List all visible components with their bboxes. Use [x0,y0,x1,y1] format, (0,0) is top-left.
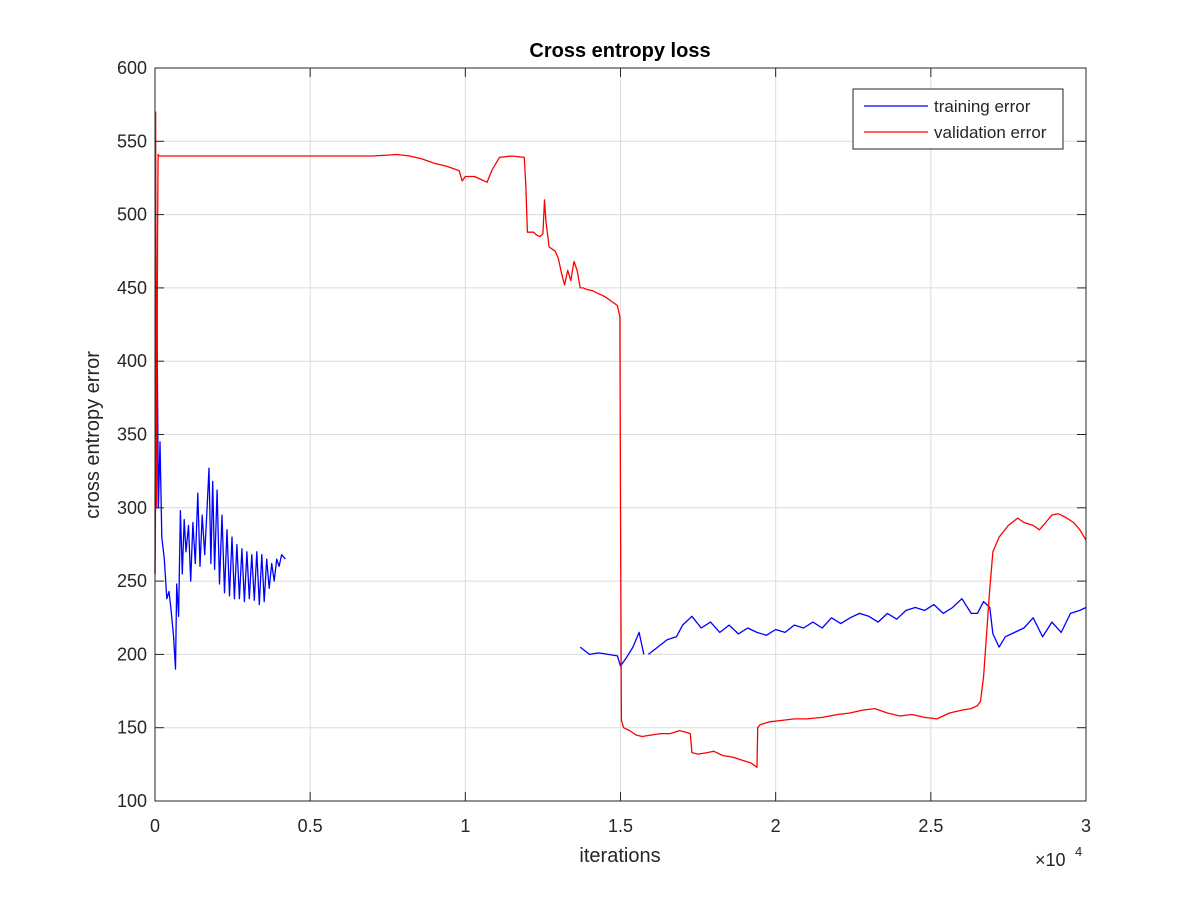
legend-box [852,88,1064,150]
x-exponent-label: ×10 4 [1035,844,1082,870]
legend-label-validation: validation error [934,123,1047,142]
y-axis-label: cross entropy error [82,351,104,519]
x-tick-label: 3 [1081,816,1091,836]
series-layer [154,111,1087,768]
y-tick-label: 600 [117,58,147,78]
y-tick-label: 550 [117,131,147,151]
training-error-line-segment-2 [647,598,1087,655]
x-tick-label: 1.5 [608,816,633,836]
y-tick-label: 350 [117,425,147,445]
y-tick-label: 450 [117,278,147,298]
legend-label-training: training error [934,97,1031,116]
legend: training error validation error [852,88,1064,150]
training-error-line-segment-0 [154,309,286,670]
x-exponent-base: ×10 [1035,850,1066,870]
y-tick-label: 250 [117,571,147,591]
validation-error-line-segment-0 [154,111,1087,768]
chart-title: Cross entropy loss [529,40,710,62]
x-tick-label: 2 [771,816,781,836]
y-tick-label: 100 [117,791,147,811]
y-tick-label: 300 [117,498,147,518]
y-tick-label: 500 [117,205,147,225]
x-tick-label: 1 [460,816,470,836]
y-tick-label: 150 [117,718,147,738]
x-exponent-power: 4 [1075,844,1082,859]
x-axis-label: iterations [579,845,660,867]
x-tick-label: 0 [150,816,160,836]
x-tick-label: 0.5 [298,816,323,836]
x-tick-label: 2.5 [918,816,943,836]
y-tick-label: 200 [117,644,147,664]
ticks: 0 0.5 1 1.5 2 2.5 3 100 150 200 250 300 350 400 450 500… [117,58,1091,836]
y-tick-label: 400 [117,351,147,371]
training-error-line-segment-1 [579,631,645,667]
